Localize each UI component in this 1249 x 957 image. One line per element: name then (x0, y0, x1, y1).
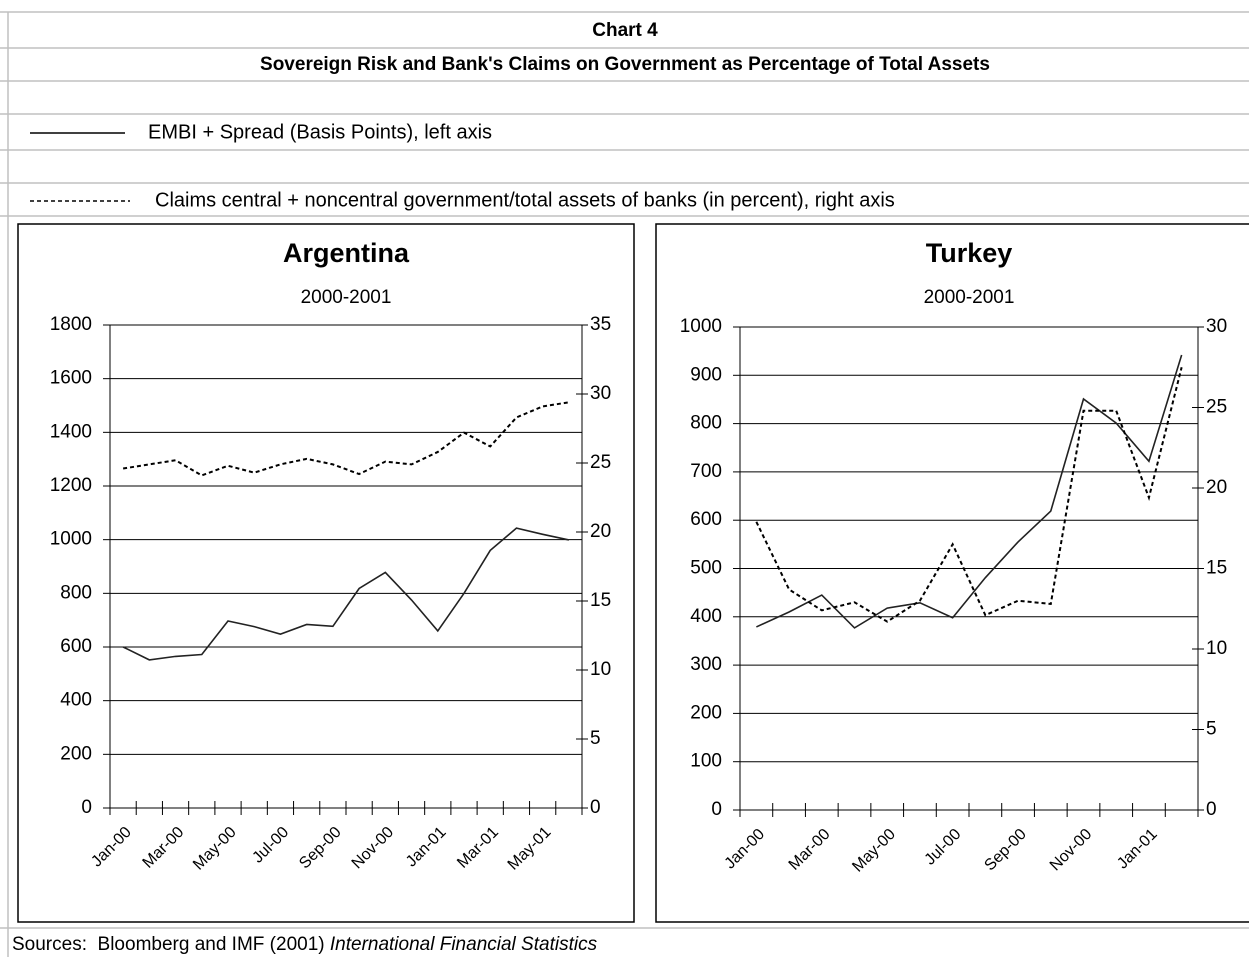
y-tick-label: 1000 (50, 529, 92, 550)
chart-title: Turkey (926, 238, 1013, 268)
y-tick-label: 500 (690, 558, 722, 579)
series-line (122, 401, 570, 477)
chart-frame (655, 223, 1249, 923)
sheet-grid (0, 11, 1249, 957)
series-line (122, 527, 570, 661)
y2-tick-label: 20 (1206, 477, 1227, 498)
chart-frame (17, 223, 635, 923)
y-tick-label: 800 (690, 413, 722, 434)
y-tick-label: 300 (690, 654, 722, 675)
y-tick-label: 400 (690, 606, 722, 627)
y2-tick-label: 10 (1206, 638, 1227, 659)
y2-tick-label: 20 (590, 521, 611, 542)
y2-tick-label: 5 (1206, 719, 1217, 740)
y-tick-label: 200 (690, 702, 722, 723)
footer: Sources: Bloomberg and IMF (2001) Intern… (12, 934, 598, 955)
y2-tick-label: 0 (1206, 799, 1217, 820)
chart-subtitle: 2000-2001 (924, 287, 1015, 308)
page-title: Sovereign Risk and Bank's Claims on Gove… (260, 54, 990, 75)
y-tick-label: 900 (690, 364, 722, 385)
y-tick-label: 600 (60, 636, 92, 657)
series-line (755, 367, 1183, 623)
y-tick-label: 700 (690, 461, 722, 482)
y2-tick-label: 5 (590, 728, 601, 749)
y-tick-label: 100 (690, 751, 722, 772)
y-tick-label: 600 (690, 509, 722, 530)
y2-tick-label: 0 (590, 797, 601, 818)
y2-tick-label: 35 (590, 314, 611, 335)
series-line (756, 354, 1183, 629)
y2-tick-label: 30 (590, 383, 611, 404)
y-tick-label: 1800 (50, 314, 92, 335)
y-tick-label: 1400 (50, 421, 92, 442)
chart-subtitle: 2000-2001 (301, 287, 392, 308)
y-tick-label: 0 (81, 797, 92, 818)
y-tick-label: 0 (711, 799, 722, 820)
y2-tick-label: 25 (1206, 397, 1227, 418)
y2-tick-label: 10 (590, 659, 611, 680)
y2-tick-label: 15 (590, 590, 611, 611)
y-tick-label: 1200 (50, 475, 92, 496)
footer-italic: International Financial Statistics (330, 934, 598, 955)
y2-tick-label: 25 (590, 452, 611, 473)
footer-text: Sources: Bloomberg and IMF (2001) (12, 934, 330, 955)
chart-title: Argentina (283, 238, 410, 268)
y-tick-label: 800 (60, 582, 92, 603)
y2-tick-label: 15 (1206, 558, 1227, 579)
y-tick-label: 1000 (680, 316, 722, 337)
y2-tick-label: 30 (1206, 316, 1227, 337)
y-tick-label: 1600 (50, 368, 92, 389)
legend-entry: Claims central + noncentral government/t… (155, 189, 895, 211)
legend-entry: EMBI + Spread (Basis Points), left axis (148, 121, 492, 143)
chart-number: Chart 4 (592, 20, 658, 41)
y-tick-label: 400 (60, 690, 92, 711)
y-tick-label: 200 (60, 743, 92, 764)
